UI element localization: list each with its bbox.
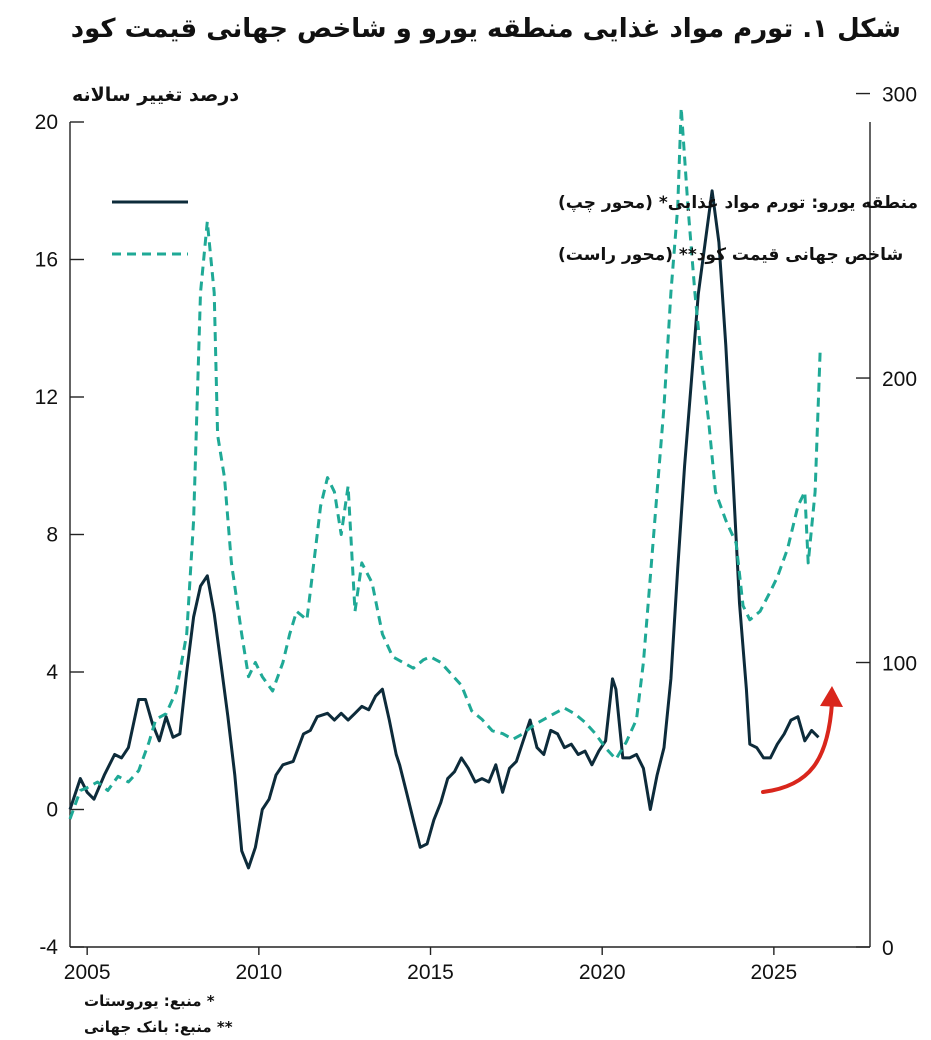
- y-axis-label: درصد تغییر سالانه: [72, 84, 240, 106]
- source-notes: * منبع: یوروستات ** منبع: بانک جهانی: [84, 988, 233, 1040]
- legend-label-1: منطقه یورو: تورم مواد غذایی* (محور چپ): [558, 193, 918, 213]
- right-tick-label: 300: [882, 84, 917, 107]
- legend-label-2: شاخص جهانی قیمت کود** (محور راست): [558, 245, 903, 265]
- left-tick-label: 12: [35, 386, 58, 409]
- left-tick-label: 20: [35, 111, 58, 134]
- chart-axes: [69, 92, 871, 955]
- left-tick-label: 4: [46, 661, 58, 684]
- left-tick-label: 0: [46, 799, 58, 822]
- source-note-1: * منبع: یوروستات: [84, 992, 215, 1010]
- right-tick-label: 200: [882, 368, 917, 391]
- annotation-arrow: [761, 686, 843, 794]
- arrow-head: [820, 686, 843, 707]
- right-tick-label: 100: [882, 653, 917, 676]
- x-tick-label: 2015: [407, 961, 454, 984]
- x-tick-label: 2025: [751, 961, 798, 984]
- right-tick-label: 0: [882, 937, 894, 960]
- left-tick-label: -4: [39, 936, 58, 959]
- x-tick-label: 2010: [235, 961, 282, 984]
- source-note-2: ** منبع: بانک جهانی: [84, 1018, 233, 1036]
- legend: منطقه یورو: تورم مواد غذایی* (محور چپ) شا…: [112, 193, 918, 265]
- chart-title: شکل ۱. تورم مواد غذایی منطقه یورو و شاخص…: [70, 14, 901, 44]
- arrow-shaft: [761, 701, 834, 794]
- series-line-2: [68, 106, 822, 820]
- x-tick-label: 2005: [64, 961, 111, 984]
- chart-series: [68, 106, 822, 870]
- left-tick-label: 16: [35, 249, 58, 272]
- left-tick-label: 8: [46, 524, 58, 547]
- series-line-1: [68, 189, 820, 870]
- x-tick-label: 2020: [579, 961, 626, 984]
